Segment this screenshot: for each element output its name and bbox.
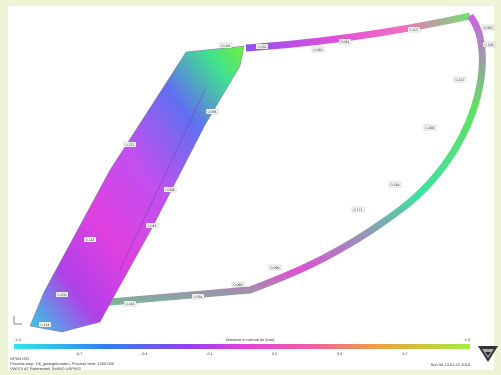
callout: 0.217 (454, 77, 466, 82)
callout: 0.171 (352, 207, 364, 212)
callout: 0.053 (482, 25, 494, 30)
callout: 0.054 (192, 294, 204, 299)
callout: 0.096 (269, 265, 281, 270)
callout-label: 0.058 (166, 188, 175, 192)
callout-label: 0.118 (86, 238, 95, 242)
callout-label: 0.032 (258, 45, 267, 49)
color-bar (14, 344, 470, 349)
callout: 0.128 (483, 42, 495, 47)
callout-label: 0.248 (391, 183, 400, 187)
callout-label: 0.200 (58, 293, 67, 297)
callout: 0.107 (408, 27, 420, 32)
callout-label: 0.171 (354, 208, 363, 212)
callout-label: 0.094 (208, 110, 217, 114)
scale-tick-label: 0.4 (337, 352, 342, 356)
scale-tick-label: -0.7 (76, 352, 82, 356)
callout: 0.248 (389, 182, 401, 187)
callout-label: 0.107 (410, 28, 419, 32)
footer-date: Sun 06 13:51:22 2018 (431, 362, 471, 367)
callout-label: 0.081 (341, 40, 350, 44)
callout: 0.094 (206, 109, 218, 114)
callout: 0.024 (220, 43, 232, 48)
callout-label: 0.041 (148, 224, 157, 228)
callout-label: 0.265 (426, 126, 435, 130)
scale-tick-label: -0.4 (141, 352, 147, 356)
callout-label: 0.128 (485, 43, 494, 47)
scale-tick-label: -0.1 (206, 352, 212, 356)
scale-title: Distance in normal dir [mm] (226, 337, 275, 342)
callout-label: 0.096 (271, 266, 280, 270)
screenshot: 0.024 0.032 0.045 0.081 0.107 0.053 0.128 0.217… (0, 0, 501, 375)
callout-label: 0.163 (126, 302, 135, 306)
callout: 0.221 (124, 142, 136, 147)
scale-min: -1.0 (14, 337, 22, 342)
callout-label: 0.045 (314, 48, 323, 52)
callout: 0.041 (146, 223, 158, 228)
callout: 0.060 (232, 282, 244, 287)
scale-tick-label: 0.1 (272, 352, 277, 356)
callout: 0.081 (339, 39, 351, 44)
callout: 0.118 (84, 237, 96, 242)
scale-tick-label: 0.7 (402, 352, 407, 356)
callout-label: 0.053 (484, 26, 493, 30)
callout: 0.265 (424, 125, 436, 130)
callout-label: 0.217 (456, 78, 465, 82)
scale-max: 1.0 (464, 337, 470, 342)
callout-label: 0.144 (41, 323, 50, 327)
page: {"scale": {"title": "Distance in normal … (0, 0, 501, 375)
callout: 0.045 (312, 47, 324, 52)
callout: 0.163 (124, 301, 136, 306)
callout-label: 0.024 (222, 44, 231, 48)
callout-label: 0.060 (234, 283, 243, 287)
footer-line: VW070 AT Rahmenteil 7b4000 USP003 (10, 366, 81, 371)
callout: 0.200 (56, 292, 68, 297)
callout: 0.032 (256, 44, 268, 49)
callout: 0.058 (164, 187, 176, 192)
callout-label: 0.221 (126, 143, 135, 147)
callout: 0.144 (39, 322, 51, 327)
callout-label: 0.054 (194, 295, 203, 299)
